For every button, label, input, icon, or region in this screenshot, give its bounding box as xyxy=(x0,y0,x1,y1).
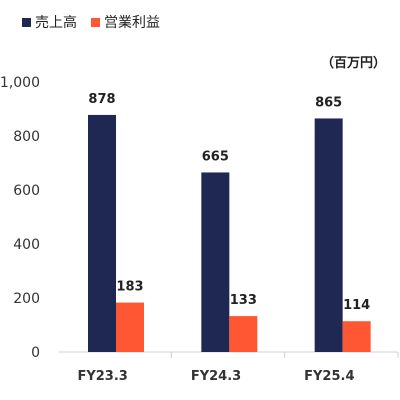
data-label: 865 xyxy=(315,95,342,110)
data-label: 114 xyxy=(343,298,370,313)
y-tick-label: 200 xyxy=(13,291,40,307)
y-tick-label: 1,000 xyxy=(0,75,40,91)
x-tick-label: FY24.3 xyxy=(191,369,241,384)
y-tick-label: 0 xyxy=(31,345,40,361)
legend-swatch-sales xyxy=(22,17,31,27)
y-tick-label: 400 xyxy=(13,237,40,253)
x-tick-label: FY23.3 xyxy=(77,369,127,384)
data-label: 878 xyxy=(88,92,115,107)
y-tick-label: 800 xyxy=(13,129,40,145)
legend-swatch-operating-profit xyxy=(91,17,100,27)
bar-sales xyxy=(201,172,230,352)
bar-sales xyxy=(314,118,343,352)
x-tick-label: FY25.4 xyxy=(304,369,354,384)
bar-sales xyxy=(88,114,116,352)
legend-item-sales: 売上高 xyxy=(22,12,77,32)
bar-operating-profit xyxy=(116,302,144,352)
data-label: 665 xyxy=(202,149,229,164)
bar-operating-profit xyxy=(342,321,371,352)
data-label: 133 xyxy=(230,293,257,308)
unit-label: （百万円） xyxy=(320,56,386,71)
legend-item-operating-profit: 営業利益 xyxy=(91,12,160,32)
legend: 売上高 営業利益 xyxy=(22,12,174,32)
bar-operating-profit xyxy=(229,316,258,352)
legend-label-operating-profit: 営業利益 xyxy=(104,15,160,31)
legend-label-sales: 売上高 xyxy=(35,15,77,31)
y-tick-label: 600 xyxy=(13,183,40,199)
data-label: 183 xyxy=(116,280,143,295)
